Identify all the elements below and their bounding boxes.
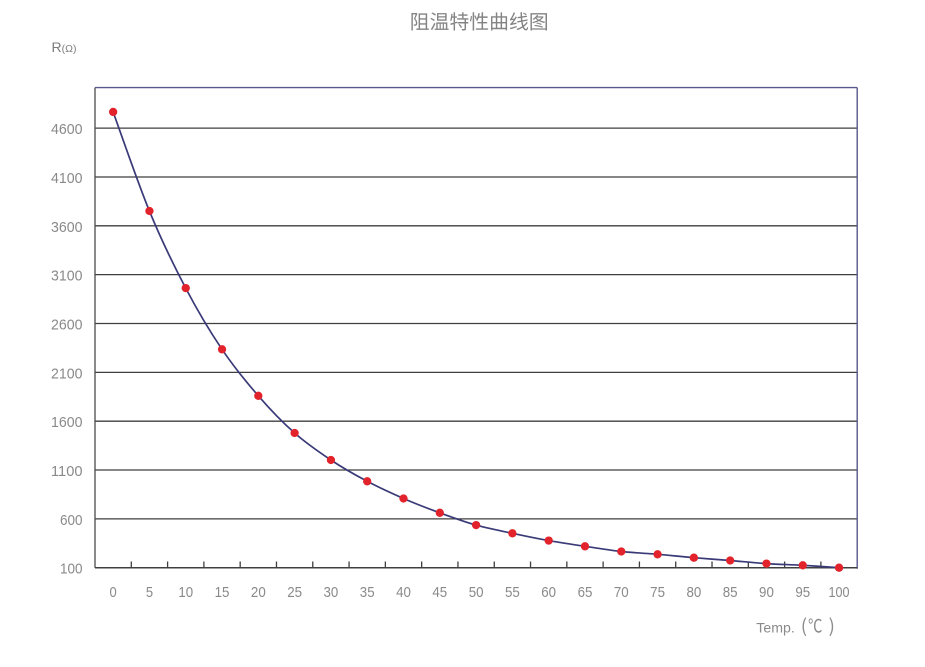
svg-text:80: 80 — [686, 584, 701, 601]
svg-text:15: 15 — [215, 584, 230, 601]
svg-text:100: 100 — [829, 584, 850, 601]
svg-text:3600: 3600 — [51, 219, 83, 236]
svg-text:3100: 3100 — [51, 268, 83, 285]
svg-text:600: 600 — [60, 512, 83, 529]
svg-text:85: 85 — [723, 584, 738, 601]
svg-text:65: 65 — [578, 584, 593, 601]
svg-text:2600: 2600 — [51, 317, 83, 334]
svg-text:60: 60 — [541, 584, 556, 601]
svg-text:45: 45 — [432, 584, 447, 601]
svg-text:50: 50 — [469, 584, 484, 601]
svg-text:0: 0 — [110, 584, 117, 601]
svg-text:30: 30 — [324, 584, 339, 601]
svg-text:90: 90 — [759, 584, 774, 601]
svg-text:20: 20 — [251, 584, 266, 601]
svg-text:55: 55 — [505, 584, 520, 601]
svg-text:5: 5 — [146, 584, 153, 601]
svg-text:40: 40 — [396, 584, 411, 601]
svg-text:100: 100 — [60, 561, 83, 578]
svg-text:1100: 1100 — [51, 463, 83, 480]
svg-text:95: 95 — [795, 584, 810, 601]
svg-text:Temp.: Temp. — [756, 620, 795, 636]
svg-text:10: 10 — [178, 584, 193, 601]
svg-text:4600: 4600 — [51, 121, 83, 138]
svg-text:35: 35 — [360, 584, 375, 601]
svg-text:2100: 2100 — [51, 365, 83, 382]
svg-text:1600: 1600 — [51, 414, 83, 431]
svg-text:70: 70 — [614, 584, 629, 601]
svg-text:25: 25 — [287, 584, 302, 601]
svg-text:R(Ω): R(Ω) — [52, 39, 77, 55]
svg-text:4100: 4100 — [51, 170, 83, 187]
svg-text:75: 75 — [650, 584, 665, 601]
